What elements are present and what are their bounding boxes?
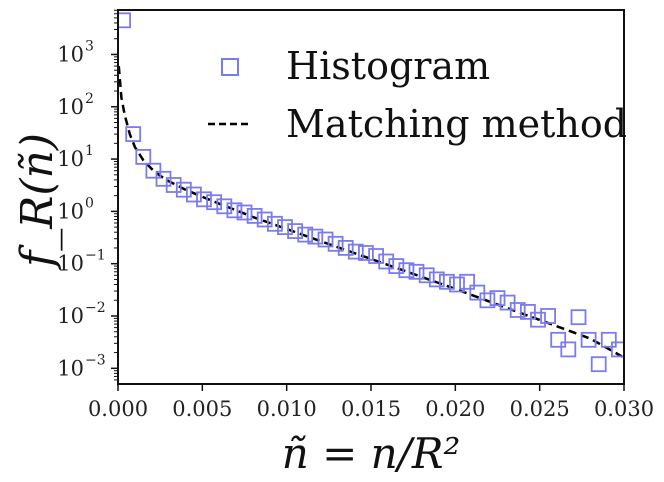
histogram-point: [125, 126, 142, 142]
histogram-point: [307, 228, 324, 245]
x-tick-label: 0.020: [425, 397, 485, 421]
histogram-point: [378, 253, 395, 270]
legend-histogram-marker: [221, 58, 239, 76]
y-tick-exponent: −3: [85, 352, 106, 368]
x-tick-label: 0.015: [341, 397, 401, 421]
legend-histogram-label: Histogram: [286, 44, 490, 88]
x-tick-label: 0.030: [594, 397, 654, 421]
histogram-point: [236, 204, 253, 221]
histogram-point: [317, 231, 334, 248]
legend: Histogram Matching method: [208, 44, 627, 146]
histogram-point: [175, 181, 192, 198]
histogram-point: [337, 239, 354, 256]
histogram-point: [287, 223, 304, 240]
histogram-point: [530, 311, 546, 328]
plot-area: [118, 12, 624, 373]
histogram-point: [459, 273, 476, 290]
y-tick-exponent: 0: [85, 195, 94, 211]
histogram-point: [327, 235, 344, 252]
x-tick-label: 0.005: [172, 397, 232, 421]
histogram-point: [196, 191, 212, 208]
histogram-point: [611, 341, 624, 358]
histogram-point: [297, 226, 314, 243]
histogram-point: [206, 194, 223, 211]
x-tick-label: 0.000: [88, 397, 148, 421]
histogram-point: [600, 331, 617, 348]
x-tick-label: 0.010: [257, 397, 317, 421]
x-axis: 0.000 0.005 0.010 0.015 0.020 0.025 0.030: [88, 384, 654, 421]
histogram-point: [428, 271, 445, 288]
histogram-point: [408, 263, 425, 280]
legend-matching-label: Matching method: [286, 102, 627, 146]
histogram-point: [570, 309, 587, 326]
histogram-point: [449, 276, 465, 293]
histogram-point: [246, 207, 263, 224]
histogram-point: [479, 292, 496, 309]
histogram-point: [560, 341, 577, 358]
histogram-point: [135, 148, 152, 165]
histogram-point: [438, 273, 455, 290]
histogram-point: [388, 258, 405, 275]
y-tick-exponent: −2: [85, 300, 106, 316]
y-tick-label: 10: [57, 199, 84, 223]
y-tick-label: 10: [57, 252, 84, 276]
histogram-point: [226, 202, 243, 219]
y-tick-exponent: 3: [85, 38, 94, 54]
histogram-point: [398, 262, 415, 279]
y-tick-label: 10: [57, 42, 84, 66]
histogram-point: [165, 177, 182, 193]
histogram-point: [256, 211, 273, 228]
y-axis-label: f_R(ñ): [12, 133, 63, 270]
x-tick-label: 0.025: [510, 397, 570, 421]
y-tick-exponent: 2: [85, 91, 94, 107]
histogram-point: [580, 331, 597, 348]
series-layer: [118, 12, 624, 373]
histogram-point: [368, 248, 385, 264]
histogram-point: [550, 331, 567, 348]
plot-background: [118, 10, 624, 384]
histogram-point: [277, 219, 293, 236]
y-tick-exponent: 1: [85, 143, 94, 159]
histogram-point: [489, 290, 506, 307]
histogram-point: [590, 356, 607, 373]
y-tick-label: 10: [57, 95, 84, 119]
y-tick-label: 10: [57, 304, 84, 328]
histogram-point: [118, 12, 131, 29]
histogram-point: [540, 308, 556, 324]
histogram-point: [145, 162, 162, 179]
histogram-point: [185, 186, 202, 203]
y-tick-label: 10: [57, 147, 84, 171]
histogram-point: [418, 267, 435, 284]
histogram-point: [266, 215, 283, 232]
y-tick-exponent: −1: [85, 248, 106, 264]
histogram-point: [216, 198, 233, 215]
histogram-point: [509, 302, 526, 318]
histogram-point: [357, 245, 374, 261]
x-axis-label: ñ = n/R²: [282, 429, 461, 478]
y-tick-label: 10: [57, 356, 84, 380]
histogram-point: [347, 243, 364, 260]
